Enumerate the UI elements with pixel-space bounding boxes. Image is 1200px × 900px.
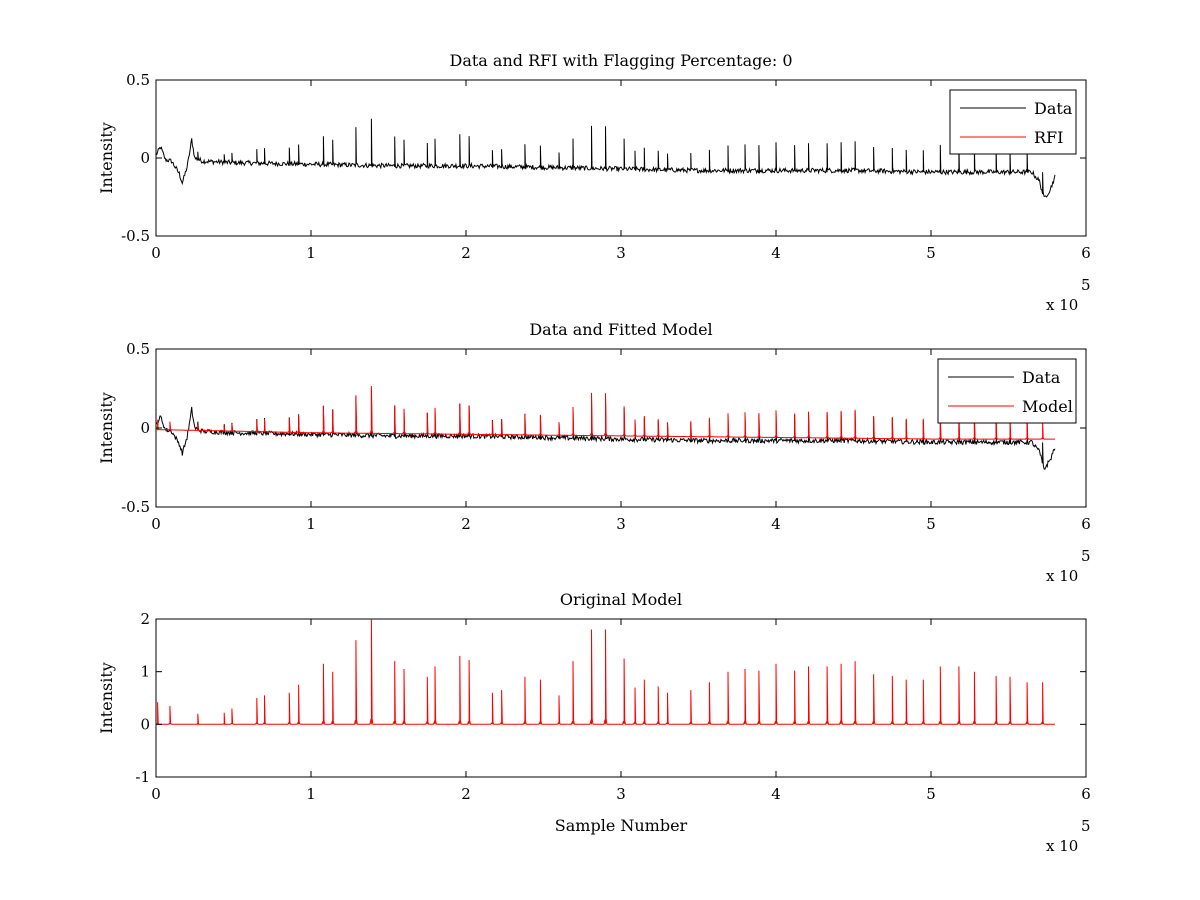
axes-box	[155, 618, 1087, 778]
y-tick-label: 0.5	[126, 340, 150, 358]
x-tick-label: 1	[306, 785, 316, 803]
legend-label-model: Model	[1022, 397, 1073, 416]
plot-area	[156, 385, 1056, 470]
x-tick-label: 4	[771, 785, 781, 803]
x-tick-label: 0	[151, 244, 161, 262]
x-exponent-label: x 10	[1046, 296, 1078, 314]
x-tick-label: 3	[616, 785, 626, 803]
legend-label-data: Data	[1034, 99, 1073, 118]
y-tick-label: 0.5	[126, 71, 150, 89]
x-tick-label: 2	[461, 785, 471, 803]
y-tick-label: -0.5	[121, 498, 150, 516]
y-tick-label: 2	[140, 610, 150, 628]
y-axis-label: Intensity	[97, 122, 116, 194]
legend: Data RFI	[949, 89, 1077, 155]
series-line-data	[156, 388, 1056, 470]
x-tick-label: 0	[151, 515, 161, 533]
legend-box	[949, 89, 1077, 155]
plot-area	[156, 118, 1056, 198]
legend-label-data: Data	[1022, 368, 1061, 387]
y-axis-label: Intensity	[97, 392, 116, 464]
panel-title: Original Model	[560, 590, 682, 609]
x-tick-label: 0	[151, 785, 161, 803]
x-exponent-power: 5	[1081, 817, 1091, 835]
y-tick-label: -0.5	[121, 227, 150, 245]
x-tick-label: 3	[616, 244, 626, 262]
y-tick-label: 0	[140, 715, 150, 733]
y-tick-label: -1	[135, 768, 150, 786]
y-axis-label: Intensity	[97, 662, 116, 734]
x-tick-label: 2	[461, 515, 471, 533]
series-line-model	[156, 385, 1055, 440]
x-tick-label: 6	[1081, 785, 1091, 803]
plot-area	[156, 619, 1055, 726]
x-tick-label: 4	[771, 515, 781, 533]
x-exponent-power: 5	[1081, 547, 1091, 565]
legend-box	[937, 358, 1077, 424]
panel-title: Data and Fitted Model	[529, 320, 712, 339]
x-tick-label: 2	[461, 244, 471, 262]
axes-box	[155, 348, 1087, 508]
x-exponent-label: x 10	[1046, 837, 1078, 855]
legend: Data Model	[937, 358, 1077, 424]
x-tick-label: 6	[1081, 244, 1091, 262]
axes-box	[155, 79, 1087, 237]
panel-title: Data and RFI with Flagging Percentage: 0	[449, 51, 792, 70]
x-tick-label: 5	[926, 244, 936, 262]
x-tick-label: 3	[616, 515, 626, 533]
x-tick-label: 1	[306, 515, 316, 533]
x-tick-label: 5	[926, 515, 936, 533]
series-line-model	[156, 619, 1055, 726]
x-tick-label: 5	[926, 785, 936, 803]
x-tick-label: 1	[306, 244, 316, 262]
series-line-data	[156, 118, 1056, 198]
y-tick-label: 1	[140, 663, 150, 681]
legend-label-rfi: RFI	[1034, 128, 1063, 147]
y-tick-label: 0	[140, 149, 150, 167]
x-exponent-power: 5	[1081, 276, 1091, 294]
y-tick-label: 0	[140, 419, 150, 437]
x-tick-label: 6	[1081, 515, 1091, 533]
x-tick-label: 4	[771, 244, 781, 262]
x-axis-label: Sample Number	[555, 816, 688, 835]
x-exponent-label: x 10	[1046, 567, 1078, 585]
